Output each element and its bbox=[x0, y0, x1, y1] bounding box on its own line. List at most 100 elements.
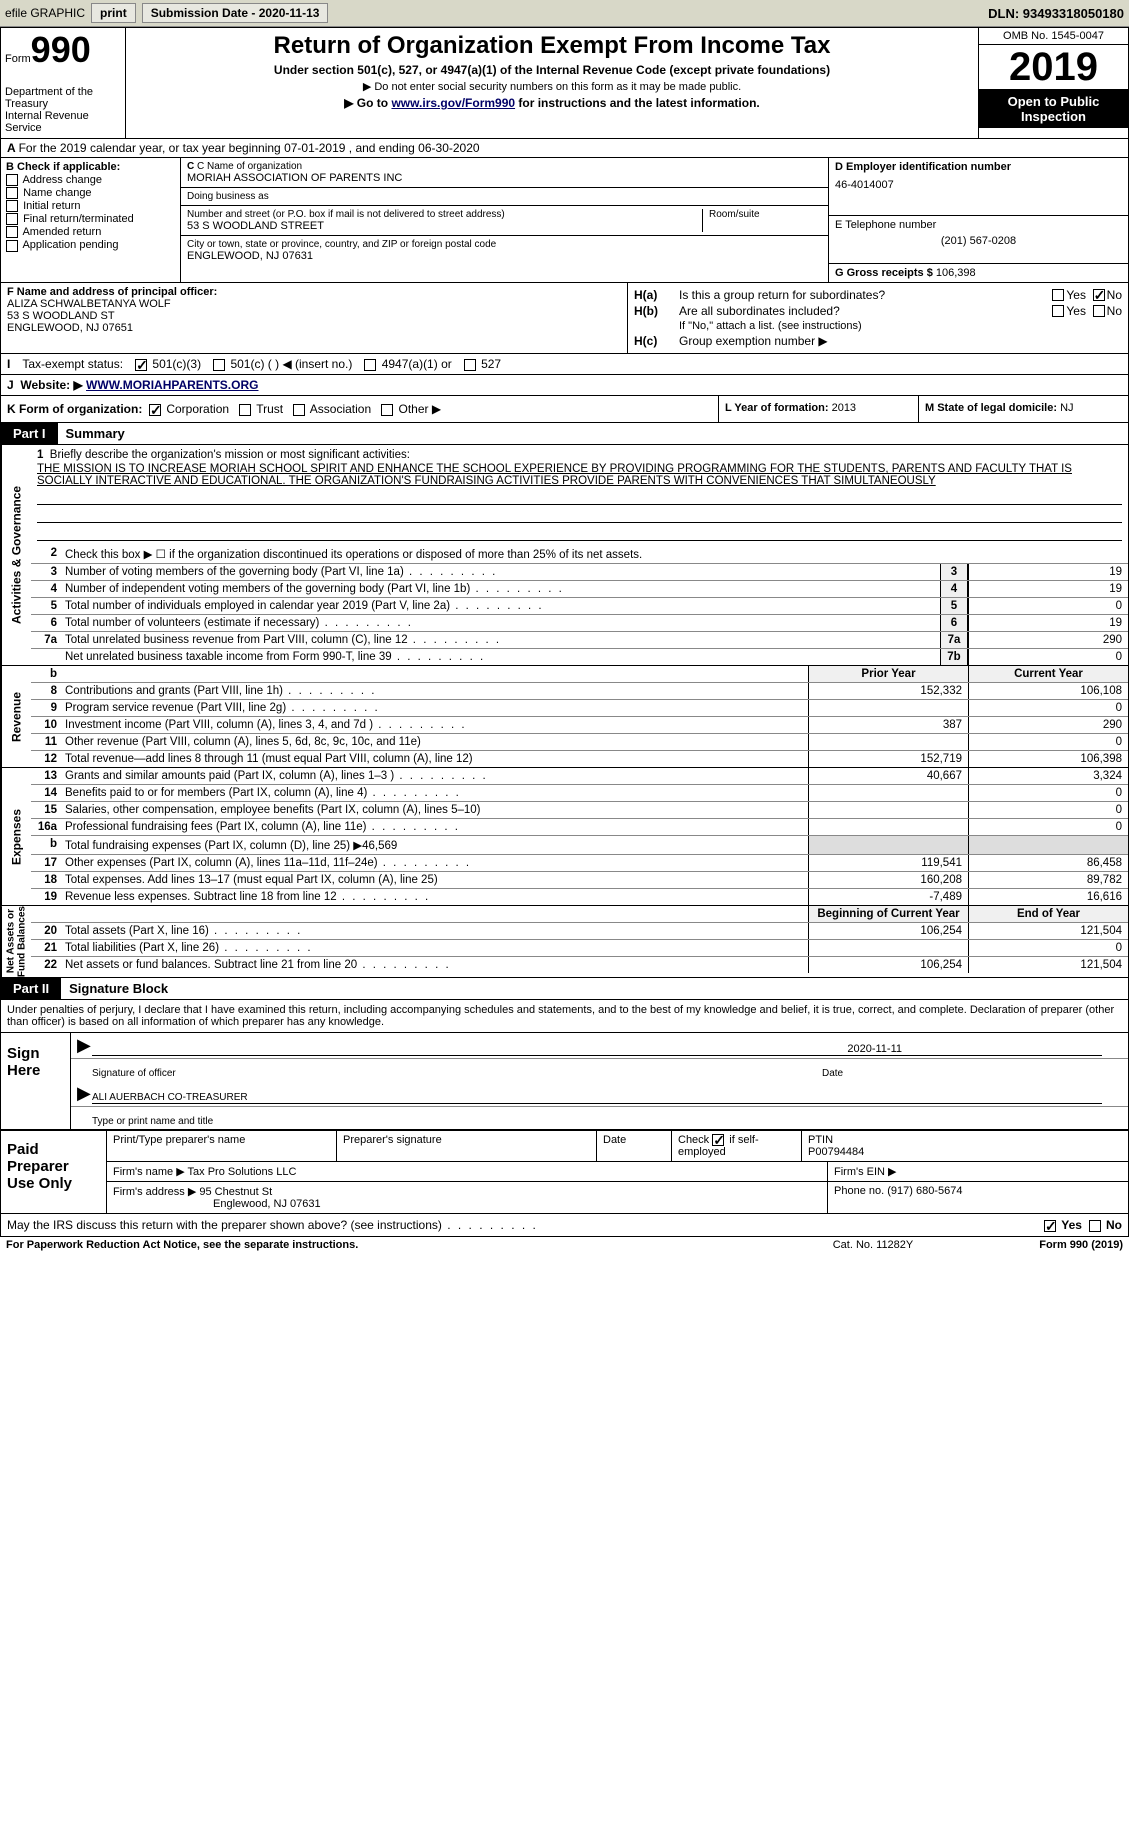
section-h: H(a)Is this a group return for subordina… bbox=[628, 283, 1128, 353]
section-c: C C Name of organization MORIAH ASSOCIAT… bbox=[181, 158, 828, 282]
cb-initial-return[interactable]: Initial return bbox=[6, 200, 175, 212]
sign-here-label: Sign Here bbox=[1, 1033, 71, 1129]
website-link[interactable]: WWW.MORIAHPARENTS.ORG bbox=[86, 378, 258, 392]
phone-value: (201) 567-0208 bbox=[835, 235, 1122, 247]
v7b: 0 bbox=[968, 649, 1128, 665]
form-subtitle: Under section 501(c), 527, or 4947(a)(1)… bbox=[130, 63, 974, 77]
officer-name: ALIZA SCHWALBETANYA WOLF bbox=[7, 298, 621, 310]
goto-note: ▶ Go to www.irs.gov/Form990 for instruct… bbox=[130, 96, 974, 110]
cb-trust[interactable] bbox=[239, 404, 251, 416]
officer-addr1: 53 S WOODLAND ST bbox=[7, 310, 621, 322]
section-fh: F Name and address of principal officer:… bbox=[1, 283, 1128, 354]
gross-receipts: 106,398 bbox=[936, 267, 976, 279]
mission-text: THE MISSION IS TO INCREASE MORIAH SCHOOL… bbox=[37, 463, 1122, 487]
form-title: Return of Organization Exempt From Incom… bbox=[130, 32, 974, 60]
d-label: D Employer identification number bbox=[835, 161, 1122, 173]
cat-no: Cat. No. 11282Y bbox=[773, 1239, 973, 1251]
row-j: J Website: ▶ WWW.MORIAHPARENTS.ORG bbox=[1, 375, 1128, 396]
discuss-row: May the IRS discuss this return with the… bbox=[1, 1213, 1128, 1236]
hb-yes[interactable] bbox=[1052, 305, 1064, 317]
discuss-yes[interactable] bbox=[1044, 1220, 1056, 1232]
cb-address-change[interactable]: Address change bbox=[6, 174, 175, 186]
signature-block: Under penalties of perjury, I declare th… bbox=[1, 1000, 1128, 1130]
cb-501c3[interactable]: 501(c)(3) bbox=[135, 357, 201, 371]
omb-number: OMB No. 1545-0047 bbox=[979, 28, 1128, 45]
cb-self-employed[interactable] bbox=[712, 1134, 724, 1146]
section-deg: D Employer identification number 46-4014… bbox=[828, 158, 1128, 282]
expenses-section: Expenses 13Grants and similar amounts pa… bbox=[1, 768, 1128, 906]
irs-link[interactable]: www.irs.gov/Form990 bbox=[391, 96, 515, 110]
print-button[interactable]: print bbox=[91, 3, 136, 23]
cb-527[interactable]: 527 bbox=[464, 357, 501, 371]
part1-tab: Part I bbox=[1, 423, 58, 444]
part2-tab: Part II bbox=[1, 978, 61, 999]
cb-4947[interactable]: 4947(a)(1) or bbox=[364, 357, 451, 371]
ein-value: 46-4014007 bbox=[835, 179, 1122, 191]
cb-app-pending[interactable]: Application pending bbox=[6, 239, 175, 251]
dept-label: Department of the Treasury Internal Reve… bbox=[5, 86, 121, 134]
section-b-block: B Check if applicable: Address change Na… bbox=[1, 158, 1128, 283]
cb-final-return[interactable]: Final return/terminated bbox=[6, 213, 175, 225]
ha-no[interactable] bbox=[1093, 289, 1105, 301]
header-right: OMB No. 1545-0047 2019 Open to Public In… bbox=[978, 28, 1128, 138]
section-k: K Form of organization: Corporation Trus… bbox=[1, 396, 718, 422]
form-footer: Form 990 (2019) bbox=[973, 1239, 1123, 1251]
netassets-section: Net Assets or Fund Balances Beginning of… bbox=[1, 906, 1128, 978]
v5: 0 bbox=[968, 598, 1128, 614]
form-word: Form bbox=[5, 53, 31, 65]
cb-other[interactable] bbox=[381, 404, 393, 416]
cb-amended[interactable]: Amended return bbox=[6, 226, 175, 238]
governance-section: Activities & Governance 1 Briefly descri… bbox=[1, 445, 1128, 666]
b-header: B Check if applicable: bbox=[6, 161, 175, 173]
paid-preparer: Paid Preparer Use Only Print/Type prepar… bbox=[1, 1130, 1128, 1213]
part1-title: Summary bbox=[58, 423, 133, 444]
firm-phone: (917) 680-5674 bbox=[887, 1185, 962, 1197]
row-i: ITax-exempt status: 501(c)(3) 501(c) ( )… bbox=[1, 354, 1128, 375]
v7a: 290 bbox=[968, 632, 1128, 648]
cb-assoc[interactable] bbox=[293, 404, 305, 416]
v6: 19 bbox=[968, 615, 1128, 631]
street-address: 53 S WOODLAND STREET bbox=[187, 220, 702, 232]
line-1: 1 Briefly describe the organization's mi… bbox=[31, 445, 1128, 545]
submission-date-button[interactable]: Submission Date - 2020-11-13 bbox=[142, 3, 329, 23]
header-left: Form990 Department of the Treasury Inter… bbox=[1, 28, 126, 138]
bottom-bar: For Paperwork Reduction Act Notice, see … bbox=[0, 1237, 1129, 1253]
officer-addr2: ENGLEWOOD, NJ 07651 bbox=[7, 322, 621, 334]
section-l: L Year of formation: 2013 bbox=[718, 396, 918, 422]
vtab-netassets: Net Assets or Fund Balances bbox=[1, 906, 31, 977]
vtab-expenses: Expenses bbox=[1, 768, 31, 905]
part2-header: Part II Signature Block bbox=[1, 978, 1128, 1000]
room-label: Room/suite bbox=[709, 209, 822, 220]
cb-name-change[interactable]: Name change bbox=[6, 187, 175, 199]
prep-label: Paid Preparer Use Only bbox=[1, 1131, 106, 1213]
hb-no[interactable] bbox=[1093, 305, 1105, 317]
officer-name-title: ALI AUERBACH CO-TREASURER bbox=[92, 1092, 248, 1103]
privacy-note: ▶ Do not enter social security numbers o… bbox=[130, 80, 974, 93]
row-klm: K Form of organization: Corporation Trus… bbox=[1, 396, 1128, 423]
part1-header: Part I Summary bbox=[1, 423, 1128, 445]
section-f: F Name and address of principal officer:… bbox=[1, 283, 628, 353]
discuss-no[interactable] bbox=[1089, 1220, 1101, 1232]
revenue-section: Revenue bPrior YearCurrent Year 8Contrib… bbox=[1, 666, 1128, 768]
city-state-zip: ENGLEWOOD, NJ 07631 bbox=[187, 250, 496, 262]
e-label: E Telephone number bbox=[835, 219, 1122, 231]
part2-title: Signature Block bbox=[61, 978, 176, 999]
form-header: Form990 Department of the Treasury Inter… bbox=[1, 28, 1128, 139]
vtab-revenue: Revenue bbox=[1, 666, 31, 767]
vtab-governance: Activities & Governance bbox=[1, 445, 31, 665]
firm-addr: 95 Chestnut St bbox=[199, 1186, 272, 1198]
org-name: MORIAH ASSOCIATION OF PARENTS INC bbox=[187, 172, 822, 184]
section-b: B Check if applicable: Address change Na… bbox=[1, 158, 181, 282]
dba-label: Doing business as bbox=[187, 191, 269, 202]
perjury-text: Under penalties of perjury, I declare th… bbox=[1, 1000, 1128, 1032]
v4: 19 bbox=[968, 581, 1128, 597]
v3: 19 bbox=[968, 564, 1128, 580]
ha-yes[interactable] bbox=[1052, 289, 1064, 301]
dln-label: DLN: 93493318050180 bbox=[988, 6, 1124, 21]
cb-corp[interactable] bbox=[149, 404, 161, 416]
efile-label: efile GRAPHIC bbox=[5, 6, 85, 20]
form-number: 990 bbox=[31, 29, 91, 70]
cb-501c[interactable]: 501(c) ( ) ◀ (insert no.) bbox=[213, 357, 352, 371]
row-a: A For the 2019 calendar year, or tax yea… bbox=[1, 139, 1128, 158]
section-m: M State of legal domicile: NJ bbox=[918, 396, 1128, 422]
